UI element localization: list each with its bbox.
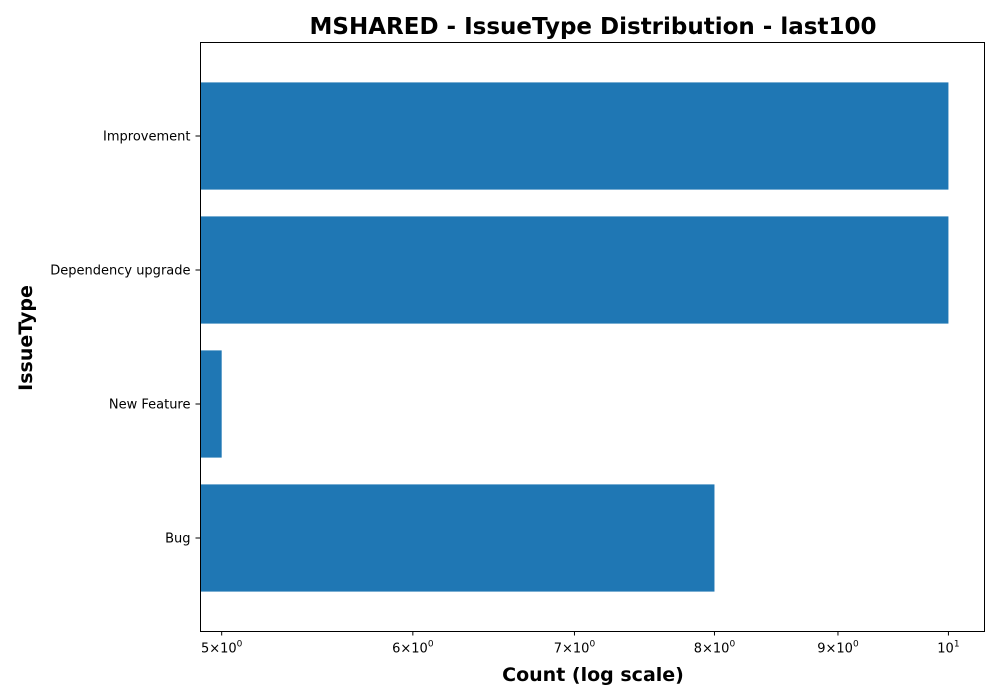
- bar-bug: [201, 484, 715, 591]
- x-tick-label: 6×100: [392, 640, 434, 657]
- x-tick-label: 8×100: [694, 640, 736, 657]
- y-tick-label: Improvement: [103, 130, 190, 145]
- bar-dependency-upgrade: [201, 216, 949, 323]
- x-tick-label: 7×100: [554, 640, 596, 657]
- bars-group: [201, 82, 949, 591]
- y-tick-label: Dependency upgrade: [50, 264, 190, 279]
- x-ticks-group: 5×100 6×100 7×100 8×100 9×100 101: [201, 632, 960, 657]
- y-tick-label: New Feature: [109, 397, 191, 412]
- y-axis-label: IssueType: [15, 285, 37, 391]
- y-ticks-group: Bug New Feature Dependency upgrade Improvem…: [50, 130, 200, 547]
- x-axis-label: Count (log scale): [502, 664, 684, 686]
- x-tick-label: 5×100: [201, 640, 243, 657]
- chart-title: MSHARED - IssueType Distribution - last1…: [310, 14, 877, 40]
- bar-improvement: [201, 82, 949, 189]
- y-tick-label: Bug: [165, 531, 190, 546]
- bar-new-feature: [201, 350, 222, 457]
- x-tick-label: 9×100: [817, 640, 859, 657]
- x-tick-label: 101: [937, 640, 959, 657]
